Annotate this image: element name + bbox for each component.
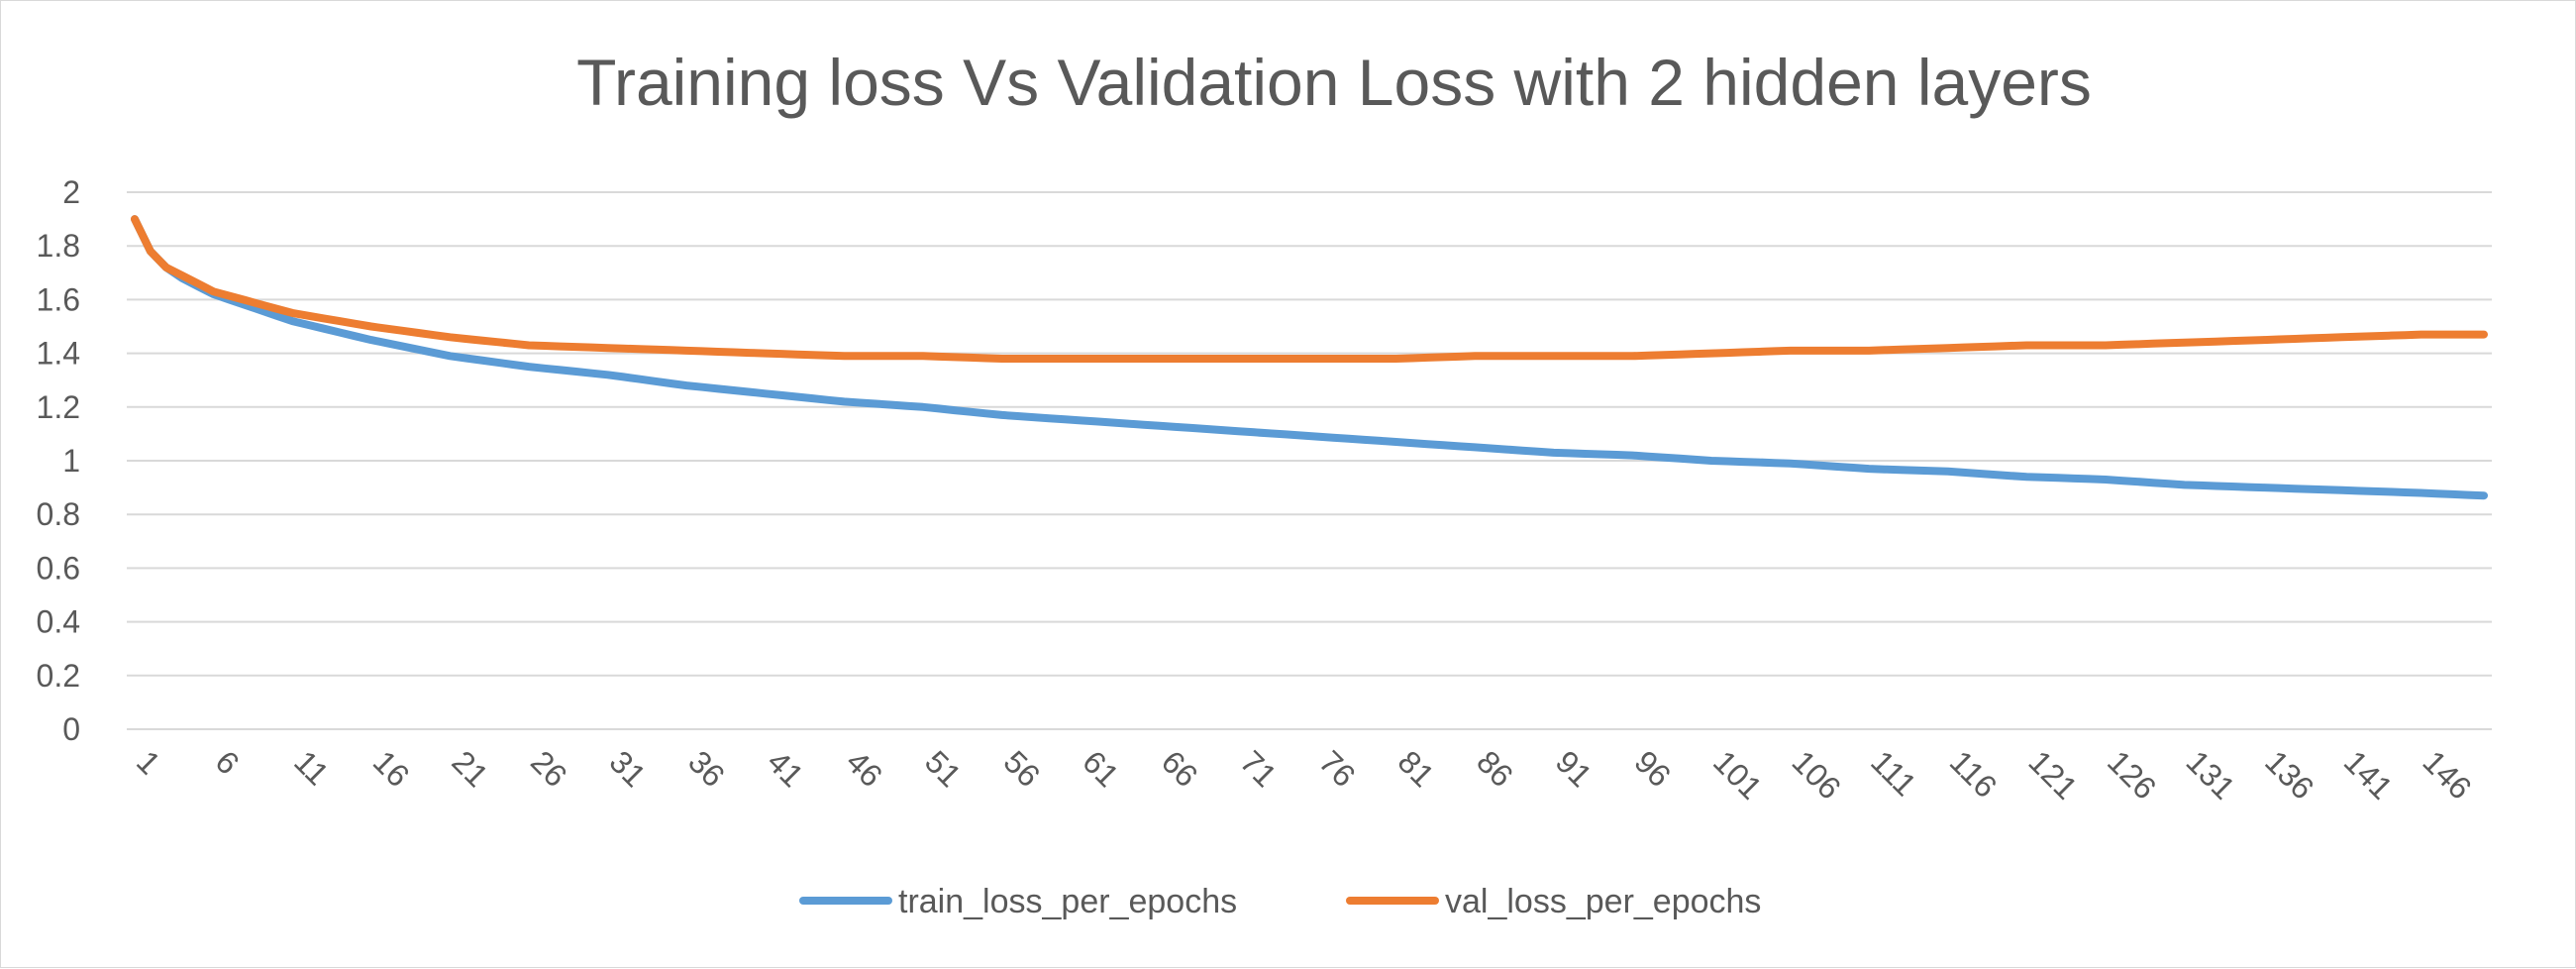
x-tick-label: 41 (761, 743, 811, 794)
x-tick-label: 81 (1391, 743, 1442, 794)
y-tick-label: 2 (62, 174, 80, 210)
x-tick-label: 136 (2258, 743, 2320, 806)
x-tick-label: 31 (603, 743, 654, 794)
series-line-train_loss_per_epochs (131, 215, 2488, 500)
legend-label: val_loss_per_epochs (1445, 883, 1761, 920)
y-tick-label: 1.2 (37, 389, 80, 425)
x-tick-label: 91 (1549, 743, 1599, 794)
x-tick-label: 106 (1786, 743, 1848, 806)
x-tick-label: 6 (209, 743, 247, 781)
y-tick-label: 0.8 (37, 496, 80, 532)
x-tick-label: 66 (1155, 743, 1205, 794)
x-tick-label: 36 (681, 743, 732, 794)
y-tick-label: 1.6 (37, 281, 80, 317)
x-axis-ticks: 1 6 11 16 21 26 31 36 41 46 51 56 61 66 71 76 81 86 91 96 10… (130, 743, 2479, 806)
series-line-val_loss_per_epochs (131, 215, 2488, 363)
x-tick-label: 96 (1627, 743, 1678, 794)
y-tick-label: 0.4 (37, 604, 80, 640)
x-tick-label: 146 (2416, 743, 2478, 806)
x-tick-label: 61 (1076, 743, 1126, 794)
y-tick-label: 1 (62, 443, 80, 479)
y-tick-label: 0.2 (37, 658, 80, 694)
legend: train_loss_per_epochs val_loss_per_epochs (799, 883, 1761, 920)
x-tick-label: 131 (2180, 743, 2242, 806)
grid-layer (127, 191, 2492, 730)
legend-label: train_loss_per_epochs (898, 883, 1237, 920)
x-tick-label: 116 (1943, 743, 2005, 805)
x-tick-label: 86 (1470, 743, 1520, 794)
x-tick-label: 1 (130, 743, 167, 781)
x-tick-label: 56 (997, 743, 1048, 794)
x-tick-label: 101 (1706, 743, 1769, 806)
x-tick-label: 71 (1233, 743, 1284, 794)
x-tick-label: 46 (839, 743, 889, 794)
x-tick-label: 21 (445, 743, 495, 794)
y-tick-label: 0.6 (37, 550, 80, 586)
x-tick-label: 111 (1864, 743, 1923, 803)
x-tick-label: 16 (366, 743, 417, 794)
y-tick-label: 1.8 (37, 228, 80, 264)
x-tick-label: 121 (2021, 743, 2084, 806)
y-tick-label: 1.4 (37, 336, 80, 372)
x-tick-label: 26 (524, 743, 574, 794)
series-layer (131, 215, 2488, 500)
x-tick-label: 51 (918, 743, 969, 794)
x-tick-label: 126 (2101, 743, 2163, 806)
x-tick-label: 76 (1312, 743, 1363, 794)
x-tick-label: 141 (2337, 743, 2400, 806)
y-axis-ticks: 0 0.2 0.4 0.6 0.8 1 1.2 1.4 1.6 1.8 2 (37, 174, 80, 747)
y-tick-label: 0 (62, 711, 80, 747)
chart-title: Training loss Vs Validation Loss with 2 … (576, 46, 2092, 119)
x-tick-label: 11 (287, 743, 336, 792)
